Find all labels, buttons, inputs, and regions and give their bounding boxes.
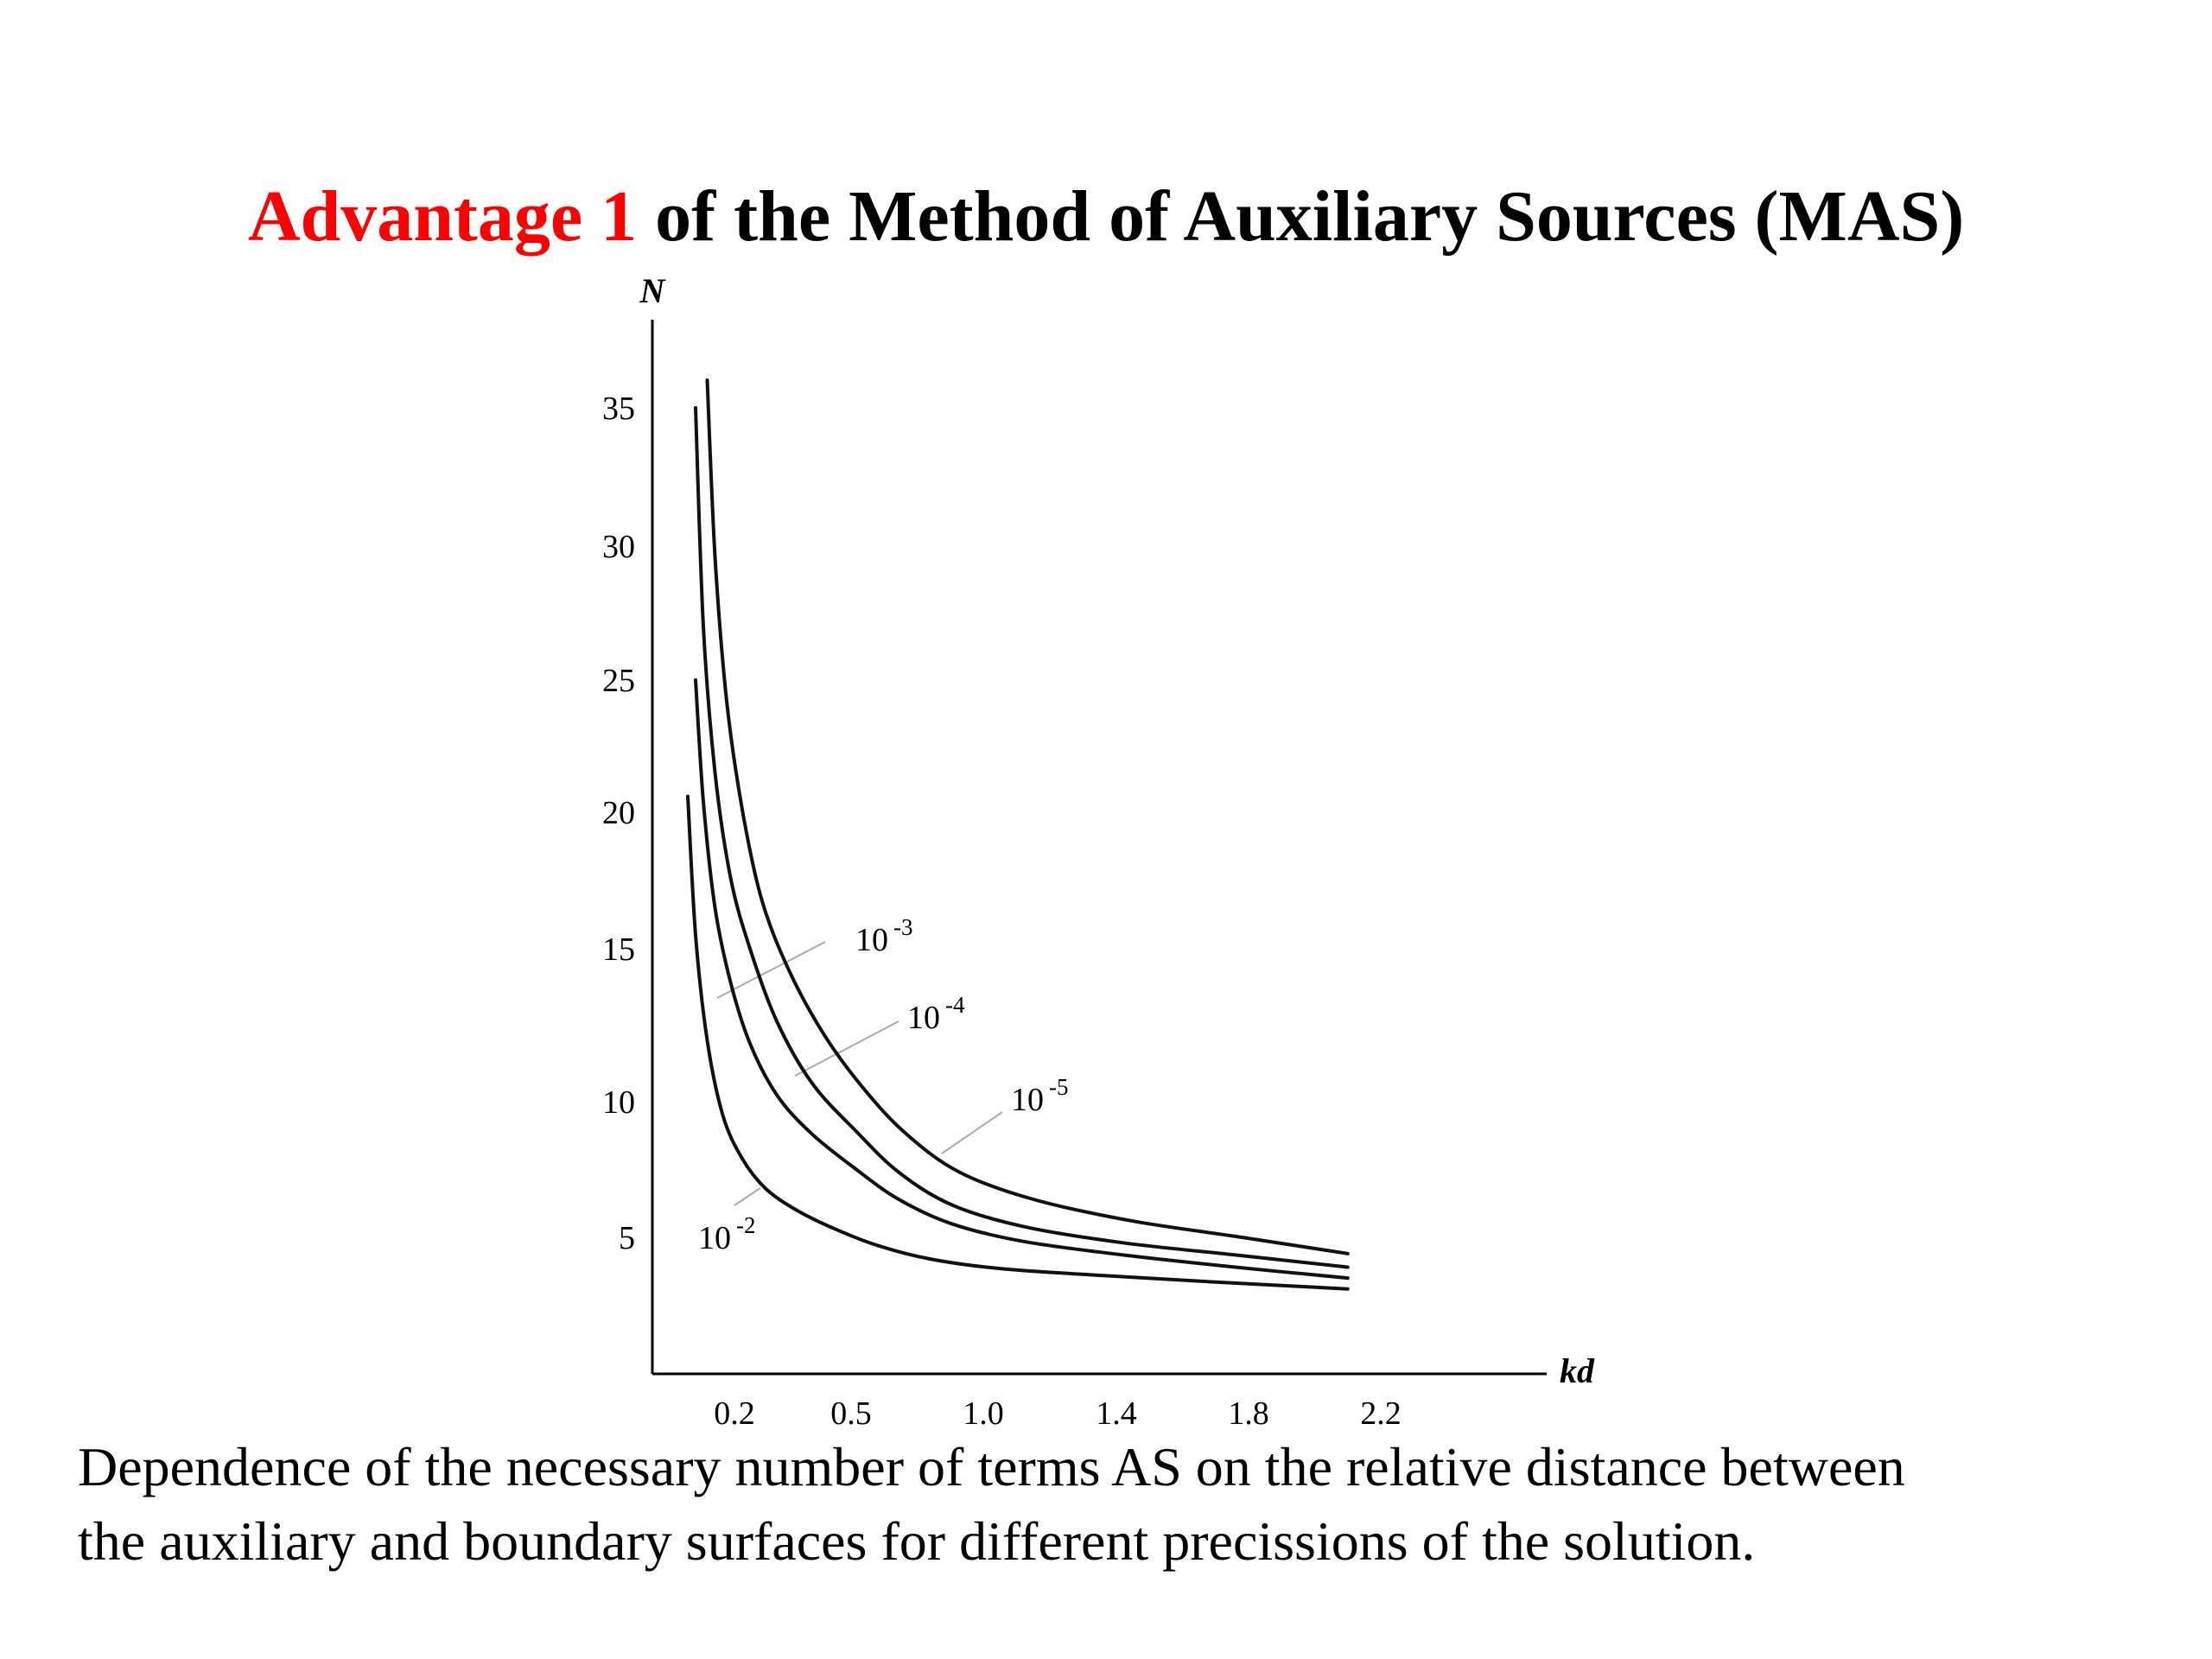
title-rest: of the Method of Auxiliary Sources (MAS): [637, 176, 1965, 257]
series-curve-2: [694, 678, 1350, 1281]
series-label-4: 10 -5: [1011, 1074, 1069, 1118]
series-label-3: 10 -4: [907, 992, 965, 1036]
y-tick-label: 15: [602, 931, 635, 968]
y-axis-title: N: [639, 271, 667, 310]
caption-line-1: Dependence of the necessary number of te…: [78, 1436, 1905, 1497]
series-label-leader-1: [734, 1187, 761, 1206]
y-tick-label: 25: [602, 663, 635, 699]
chart-label-leaders: [716, 941, 1003, 1206]
y-tick-label: 10: [602, 1084, 635, 1121]
x-tick-label: 0.2: [714, 1395, 755, 1432]
y-tick-label: 35: [602, 391, 635, 427]
title-highlight: Advantage 1: [247, 176, 638, 257]
series-curve-1: [686, 794, 1350, 1291]
chart-axes: Nkd 5 10 15 20 25 30 35 0.2 0.5 1.0 1.4 1.8 2.2: [602, 271, 1595, 1432]
y-tick-label: 30: [602, 529, 635, 565]
x-tick-label: 1.4: [1096, 1395, 1137, 1432]
x-tick-label: 1.8: [1228, 1395, 1269, 1432]
x-axis-title: kd: [1560, 1351, 1595, 1390]
chart-series: [686, 378, 1350, 1291]
chart-series-labels: 10-2 10-3 10-4 10-5: [698, 914, 1069, 1256]
series-label-leader-3: [794, 1020, 899, 1077]
slide-title: Advantage 1 of the Method of Auxiliary S…: [0, 176, 2212, 257]
y-tick-label: 5: [619, 1220, 635, 1256]
x-tick-label: 1.0: [963, 1395, 1004, 1432]
series-label-2: 10 -3: [855, 914, 913, 958]
series-label-leader-2: [716, 941, 826, 999]
y-tick-label: 20: [602, 795, 635, 831]
caption-line-2: the auxiliary and boundary surfaces for …: [78, 1510, 1756, 1572]
series-label-1: 10 -2: [698, 1212, 756, 1256]
x-tick-label: 2.2: [1360, 1395, 1402, 1432]
series-curve-4: [705, 378, 1350, 1255]
series-label-leader-4: [941, 1111, 1003, 1154]
series-curve-3: [694, 406, 1350, 1269]
figure-caption: Dependence of the necessary number of te…: [78, 1430, 2169, 1579]
x-tick-label: 0.5: [830, 1395, 872, 1432]
